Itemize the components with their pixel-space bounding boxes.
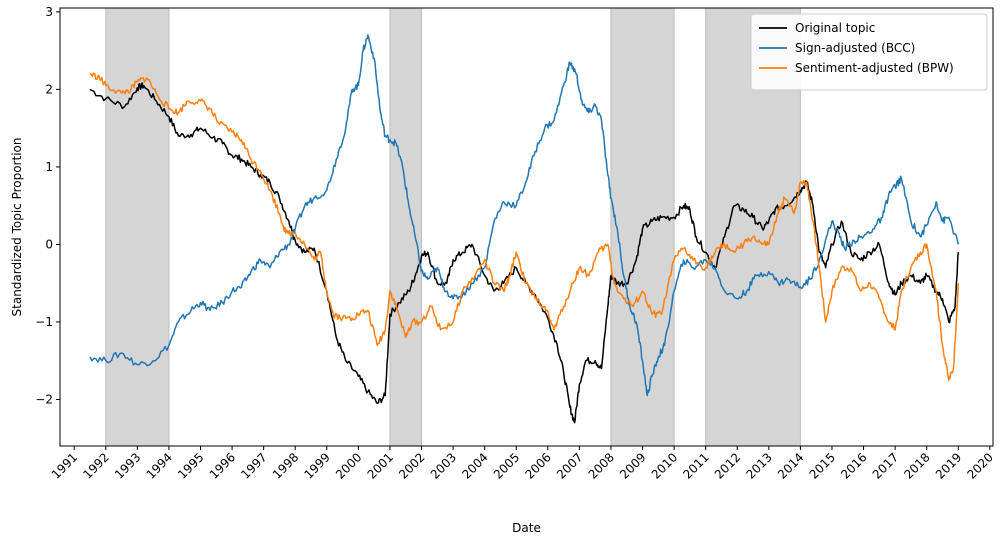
y-tick-label: 2 [45, 82, 53, 96]
y-axis: −2 −1 0 1 2 3 [35, 5, 60, 406]
series-line-1 [89, 34, 960, 397]
legend-box [750, 13, 988, 91]
y-tick-label: 3 [45, 5, 53, 19]
y-tick-label: 0 [45, 237, 53, 251]
legend-label-1: Sign-adjusted (BCC) [795, 41, 915, 55]
y-tick-label: 1 [45, 160, 53, 174]
series-line-0 [89, 82, 960, 424]
plot-frame [59, 7, 994, 447]
series-layer [89, 34, 960, 424]
y-axis-label: Standardized Topic Proportion [10, 138, 24, 317]
legend-label-0: Original topic [795, 21, 875, 35]
y-tick-label: −2 [35, 392, 53, 406]
series-line-2 [89, 72, 960, 381]
y-tick-label: −1 [35, 315, 53, 329]
shaded-period-1 [389, 7, 423, 447]
legend-label-2: Sentiment-adjusted (BPW) [795, 61, 954, 75]
x-axis-label: Date [512, 521, 541, 535]
shaded-period-0 [105, 7, 170, 447]
legend: Original topic Sign-adjusted (BCC) Sentime… [750, 13, 988, 91]
